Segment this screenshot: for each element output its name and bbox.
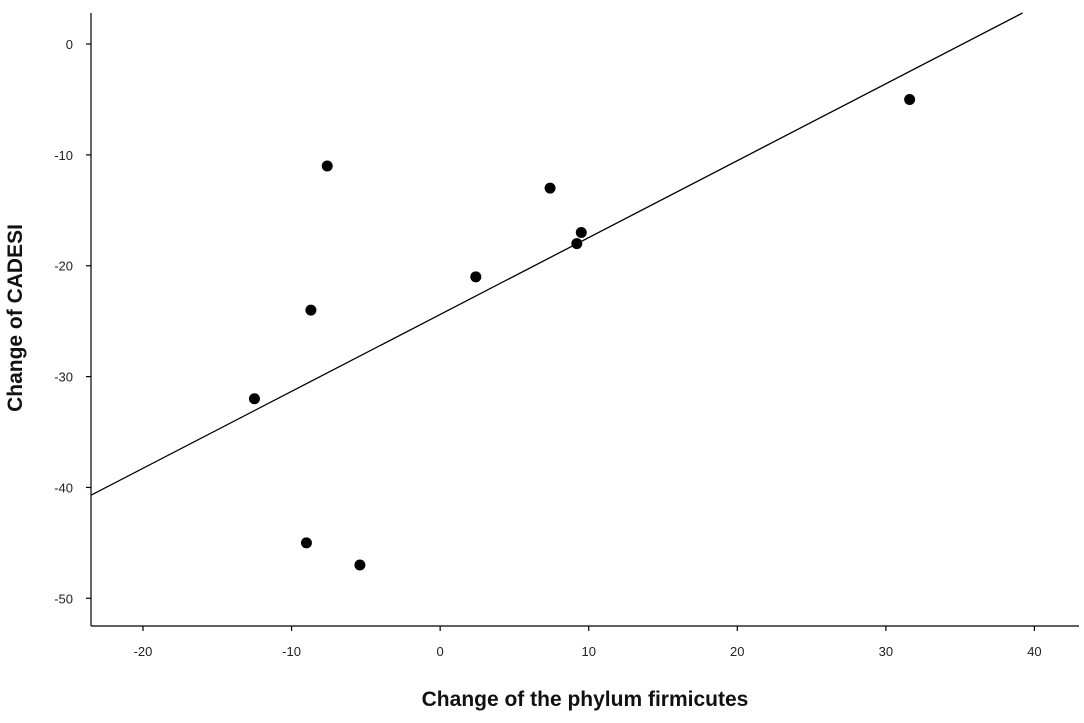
y-tick-label: -10 — [54, 148, 73, 163]
data-point — [544, 182, 556, 194]
x-axis-title: Change of the phylum firmicutes — [422, 688, 749, 711]
x-tick-label: 30 — [879, 644, 893, 659]
y-tick-label: -30 — [54, 370, 73, 385]
y-tick-label: -40 — [54, 480, 73, 495]
y-ticks: 0 -10 -20 -30 -40 -50 — [54, 37, 91, 606]
x-tick-label: 10 — [581, 644, 595, 659]
data-point — [575, 226, 587, 238]
regression-line — [90, 12, 1023, 496]
data-point — [321, 160, 333, 172]
data-point — [571, 238, 583, 250]
y-axis-title: Change of CADESI — [4, 224, 27, 412]
x-tick-label: 20 — [730, 644, 744, 659]
axes — [90, 13, 1079, 627]
data-point — [248, 393, 260, 405]
y-tick-label: 0 — [66, 37, 73, 52]
data-point — [354, 559, 366, 571]
x-tick-label: 0 — [437, 644, 444, 659]
data-point — [305, 304, 317, 316]
data-points — [248, 93, 916, 571]
x-ticks: -20 -10 0 10 20 30 40 — [134, 626, 1042, 659]
y-tick-label: -50 — [54, 591, 73, 606]
data-point — [300, 537, 312, 549]
y-tick-label: -20 — [54, 259, 73, 274]
data-point — [470, 271, 482, 283]
data-point — [904, 93, 916, 105]
x-tick-label: 40 — [1027, 644, 1041, 659]
x-tick-label: -20 — [134, 644, 153, 659]
x-tick-label: -10 — [282, 644, 301, 659]
